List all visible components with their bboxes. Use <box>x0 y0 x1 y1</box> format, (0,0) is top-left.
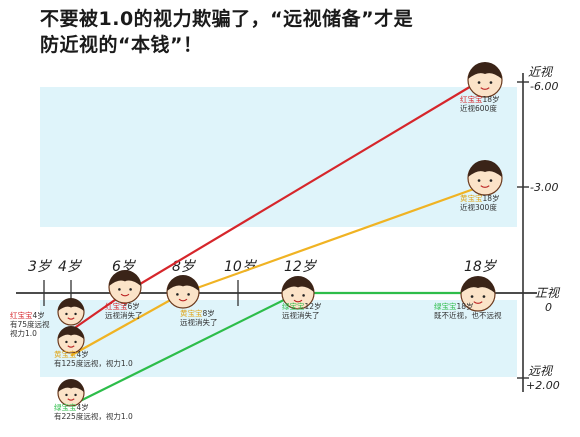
age-label-3: 3岁 <box>28 259 53 275</box>
note-yellow-18-line2: 近视300度 <box>460 202 497 212</box>
age-label-18: 18岁 <box>464 259 498 275</box>
axis-label-myopia: 近视 <box>528 65 554 79</box>
age-label-6: 6岁 <box>112 259 137 275</box>
kid-face-yellow-4 <box>57 326 85 354</box>
kid-face-green-4 <box>57 379 85 407</box>
kid-face-green-12 <box>281 276 315 310</box>
note-red-6: 红宝宝6岁 <box>105 301 140 311</box>
note-red-6-line2: 远视消失了 <box>105 310 143 320</box>
note-green-4: 绿宝宝4岁 <box>54 402 89 412</box>
axis-value-zero: 0 <box>545 301 552 314</box>
age-label-10: 10岁 <box>224 259 258 275</box>
note-green-12-line2: 远视消失了 <box>282 310 320 320</box>
axis-label-emmetropia: 正视 <box>535 286 561 300</box>
axis-value-minus-6: -6.00 <box>530 80 558 93</box>
axis-value-minus-3: -3.00 <box>530 181 558 194</box>
note-yellow-8: 黄宝宝8岁 <box>180 308 215 318</box>
note-green-18-line2: 既不近视，也不远视 <box>434 310 502 320</box>
note-green-4-line2: 有225度远视，视力1.0 <box>54 411 133 421</box>
note-yellow-4: 黄宝宝4岁 <box>54 349 89 359</box>
note-red-18-line2: 近视600度 <box>460 103 497 113</box>
note-yellow-4-line2: 有125度远视，视力1.0 <box>54 358 133 368</box>
axis-label-hyperopia: 远视 <box>528 364 554 378</box>
age-label-12: 12岁 <box>284 259 318 275</box>
age-label-8: 8岁 <box>172 259 197 275</box>
headline-line-1: 不要被1.0的视力欺骗了，“远视储备”才是 <box>40 8 414 30</box>
kid-face-red-18 <box>467 62 503 98</box>
age-label-4: 4岁 <box>58 259 83 275</box>
headline-line-2: 防近视的“本钱”！ <box>40 34 203 56</box>
note-yellow-18: 黄宝宝18岁 <box>460 193 500 203</box>
kid-face-red-6 <box>108 270 142 304</box>
kid-face-red-4 <box>57 298 85 326</box>
hyperopia-band <box>40 300 517 377</box>
axis-value-plus-2: +2.00 <box>526 379 560 392</box>
note-red-4-line3: 视力1.0 <box>10 328 37 338</box>
note-red-18: 红宝宝18岁 <box>460 94 500 104</box>
note-green-18: 绿宝宝18岁 <box>434 301 474 311</box>
kid-face-yellow-8 <box>166 275 200 309</box>
myopia-band <box>40 87 517 227</box>
note-red-4-line2: 有75度远视 <box>10 319 50 329</box>
note-green-12: 绿宝宝12岁 <box>282 301 322 311</box>
note-yellow-8-line2: 远视消失了 <box>180 317 218 327</box>
kid-face-green-18 <box>460 276 496 312</box>
note-red-4: 红宝宝4岁 <box>10 310 45 320</box>
kid-faces <box>57 62 503 407</box>
kid-face-yellow-18 <box>467 160 503 196</box>
